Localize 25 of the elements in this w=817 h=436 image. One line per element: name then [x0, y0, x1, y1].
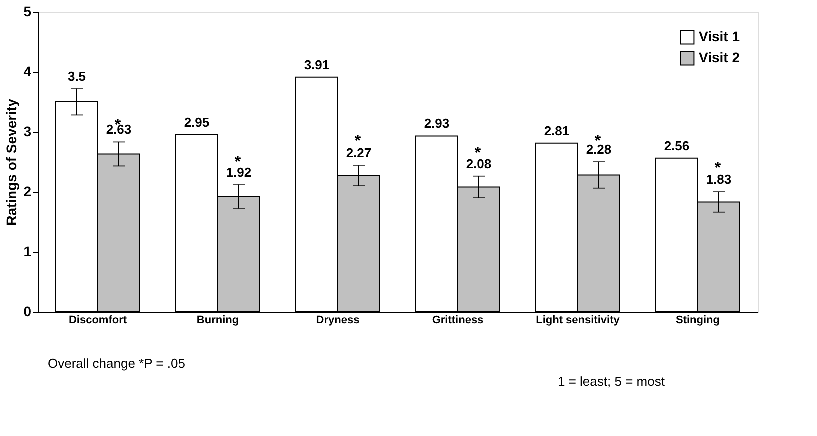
data-label: 2.56	[664, 138, 690, 154]
x-tick-label: Burning	[196, 314, 240, 326]
data-label: 2.27	[346, 146, 372, 161]
x-tick-label: Dryness	[316, 314, 360, 326]
data-label: 2.93	[424, 116, 450, 132]
x-tick-label: Stinging	[676, 314, 720, 326]
y-tick-label: 2	[24, 184, 32, 200]
legend-label: Visit 2	[699, 50, 740, 66]
y-tick-label: 0	[24, 304, 32, 320]
data-label: 2.81	[544, 123, 570, 138]
y-tick-label: 1	[24, 244, 32, 260]
y-axis-title: Ratings of Severity	[4, 98, 20, 226]
data-label: 3.91	[304, 57, 330, 72]
x-tick-label: Grittiness	[432, 314, 484, 326]
y-tick-label: 3	[24, 124, 32, 140]
x-tick-label: Discomfort	[68, 314, 128, 326]
data-label: 1.83	[706, 172, 732, 187]
legend-label: Visit 1	[699, 28, 740, 44]
text: 1 = least; 5 = most	[558, 374, 666, 389]
y-tick-label: 5	[24, 4, 32, 20]
x-tick-label: Light sensitivity	[536, 314, 621, 326]
text: Overall change *P = .05	[48, 356, 186, 371]
y-tick-label: 4	[24, 64, 32, 80]
data-label: 3.5	[68, 68, 86, 84]
data-label: 2.95	[184, 115, 210, 130]
